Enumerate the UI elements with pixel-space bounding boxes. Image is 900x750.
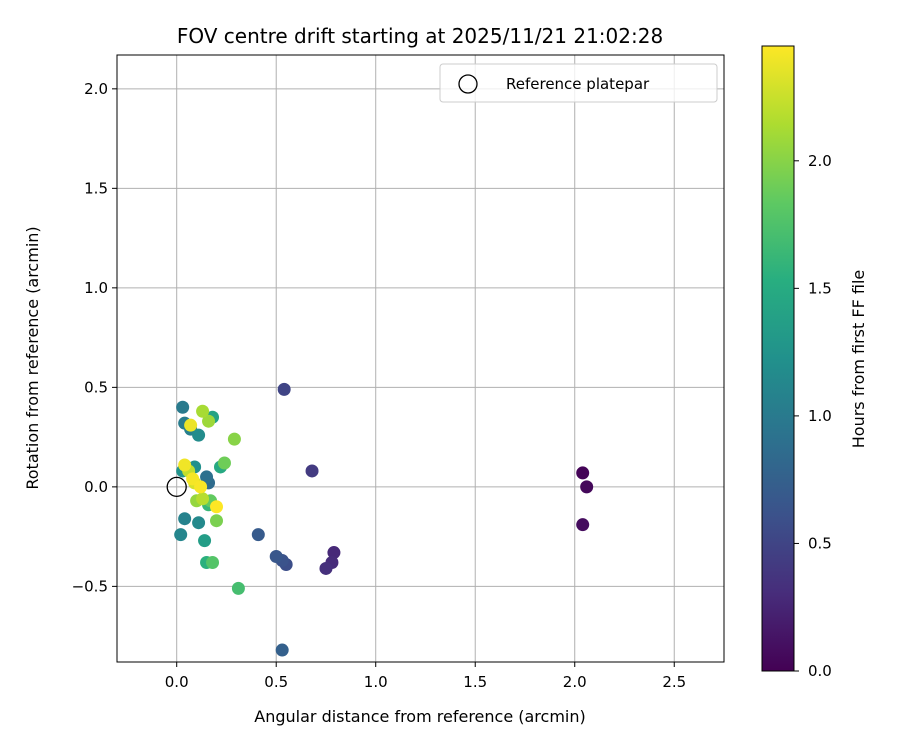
y-axis-ticks: −0.5 0.0 0.5 1.0 1.5 2.0 [72, 80, 117, 595]
data-point [200, 470, 214, 484]
x-tick-label: 0.5 [264, 673, 288, 691]
data-point [251, 528, 265, 542]
legend: Reference platepar [439, 63, 718, 103]
y-tick-label: 1.5 [84, 179, 108, 197]
colorbar-tick-label: 1.0 [808, 407, 832, 425]
y-tick-label: 0.5 [84, 378, 108, 396]
legend-box [439, 63, 718, 103]
legend-reference-label: Reference platepar [506, 75, 650, 93]
data-point [576, 466, 590, 480]
x-tick-label: 0.0 [165, 673, 189, 691]
data-point [210, 500, 224, 514]
data-point [206, 555, 220, 569]
x-axis-ticks: 0.0 0.5 1.0 1.5 2.0 2.5 [165, 662, 686, 691]
data-point [178, 458, 192, 472]
x-axis-label: Angular distance from reference (arcmin) [254, 707, 585, 726]
data-point [269, 550, 283, 564]
x-tick-label: 1.0 [364, 673, 388, 691]
colorbar-label: Hours from first FF file [849, 270, 868, 449]
data-point [227, 432, 241, 446]
x-tick-label: 2.0 [563, 673, 587, 691]
data-point [174, 528, 188, 542]
chart-title: FOV centre drift starting at 2025/11/21 … [177, 24, 663, 48]
data-point [192, 516, 206, 530]
data-point [176, 400, 190, 414]
data-point [196, 492, 210, 506]
data-point [194, 480, 208, 494]
data-point [576, 518, 590, 532]
data-point [231, 581, 245, 595]
x-tick-label: 2.5 [662, 673, 686, 691]
colorbar-gradient [761, 45, 795, 672]
data-point [210, 514, 224, 528]
data-point [196, 404, 210, 418]
x-tick-label: 1.5 [463, 673, 487, 691]
data-point [192, 428, 206, 442]
colorbar-tick-label: 2.0 [808, 152, 832, 170]
data-point [186, 472, 200, 486]
plot-frame [116, 54, 725, 663]
data-point [198, 534, 212, 548]
data-point [319, 561, 333, 575]
y-tick-label: 0.0 [84, 478, 108, 496]
data-point [202, 414, 216, 428]
data-point [580, 480, 594, 494]
data-point [184, 418, 198, 432]
grid-lines [117, 55, 724, 662]
reference-point-marker [166, 476, 187, 498]
y-tick-label: 2.0 [84, 80, 108, 98]
colorbar-tick-label: 1.5 [808, 279, 832, 297]
data-point [217, 456, 231, 470]
y-axis-label: Rotation from reference (arcmin) [23, 226, 42, 489]
colorbar-tick-label: 0.0 [808, 662, 832, 680]
y-tick-label: 1.0 [84, 279, 108, 297]
colorbar-tick-label: 0.5 [808, 534, 832, 552]
data-point [178, 512, 192, 526]
data-point [275, 643, 289, 657]
legend-reference-marker [458, 74, 478, 94]
reference-layer [166, 476, 187, 498]
colorbar: 0.0 0.5 1.0 1.5 2.0 Hours from first FF file [761, 45, 868, 680]
data-points [174, 382, 594, 657]
data-point [327, 546, 341, 560]
y-tick-label: −0.5 [72, 577, 108, 595]
colorbar-ticks: 0.0 0.5 1.0 1.5 2.0 [794, 152, 832, 680]
data-point [305, 464, 319, 478]
data-point [277, 382, 291, 396]
